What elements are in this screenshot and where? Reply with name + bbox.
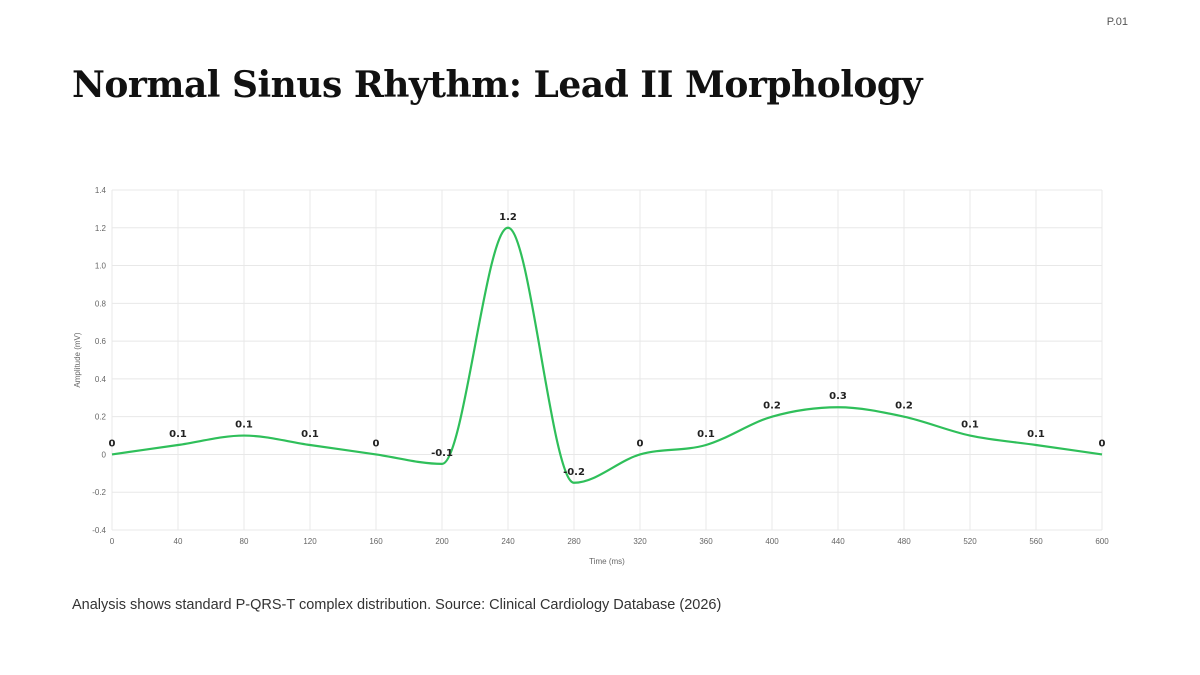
page-number: P.01 <box>1106 16 1128 28</box>
axis-ticks: 0 40 80 120 160 200 240 280 320 360 400 440 480 520 56… <box>92 186 1109 546</box>
y-tick-label: -0.4 <box>92 526 106 535</box>
x-tick-label: 280 <box>567 537 581 546</box>
data-label: 0.3 <box>829 391 847 402</box>
data-label: 0.2 <box>895 401 913 412</box>
x-tick-label: 360 <box>699 537 713 546</box>
x-tick-label: 120 <box>303 537 317 546</box>
y-tick-label: 0.8 <box>95 299 107 308</box>
data-label: -0.2 <box>563 467 585 478</box>
data-label: 0.1 <box>169 429 187 440</box>
data-labels: 0 0.1 0.1 0.1 0 -0.1 1.2 -0.2 0 0.1 0.2 0.3 0.2 0.1 0.… <box>109 212 1106 478</box>
y-tick-label: -0.2 <box>92 488 106 497</box>
x-tick-label: 440 <box>831 537 845 546</box>
y-tick-label: 1.4 <box>95 186 107 195</box>
y-tick-label: 0.6 <box>95 337 107 346</box>
data-label: 0 <box>637 438 644 449</box>
data-label: 0.2 <box>763 401 781 412</box>
data-label: 0 <box>373 438 380 449</box>
x-tick-label: 40 <box>174 537 183 546</box>
data-label: 1.2 <box>499 212 517 223</box>
y-tick-label: 0 <box>102 450 107 459</box>
y-axis-label: Amplitude (mV) <box>73 332 82 387</box>
data-label: 0.1 <box>301 429 319 440</box>
x-tick-label: 400 <box>765 537 779 546</box>
x-axis-label: Time (ms) <box>589 557 625 566</box>
x-tick-label: 200 <box>435 537 449 546</box>
grid <box>111 189 1103 531</box>
series-line <box>111 226 1103 484</box>
x-tick-label: 80 <box>240 537 249 546</box>
ecg-line-chart: 0 40 80 120 160 200 240 280 320 360 400 440 480 520 56… <box>62 180 1122 570</box>
data-label: 0.1 <box>235 420 253 431</box>
data-label: -0.1 <box>431 448 453 459</box>
data-label: 0.1 <box>1027 429 1045 440</box>
x-tick-label: 160 <box>369 537 383 546</box>
data-label: 0.1 <box>961 420 979 431</box>
x-tick-label: 320 <box>633 537 647 546</box>
x-tick-label: 520 <box>963 537 977 546</box>
y-tick-label: 1.0 <box>95 262 107 271</box>
x-tick-label: 0 <box>110 537 115 546</box>
y-tick-label: 1.2 <box>95 224 107 233</box>
x-tick-label: 240 <box>501 537 515 546</box>
y-tick-label: 0.4 <box>95 375 107 384</box>
chart-svg: 0 40 80 120 160 200 240 280 320 360 400 440 480 520 56… <box>73 186 1109 566</box>
chart-caption: Analysis shows standard P-QRS-T complex … <box>72 597 722 613</box>
data-label: 0 <box>1099 438 1106 449</box>
y-tick-label: 0.2 <box>95 413 107 422</box>
x-tick-label: 480 <box>897 537 911 546</box>
x-tick-label: 560 <box>1029 537 1043 546</box>
data-label: 0.1 <box>697 429 715 440</box>
page-title: Normal Sinus Rhythm: Lead II Morphology <box>72 64 922 106</box>
data-label: 0 <box>109 438 116 449</box>
x-tick-label: 600 <box>1095 537 1109 546</box>
